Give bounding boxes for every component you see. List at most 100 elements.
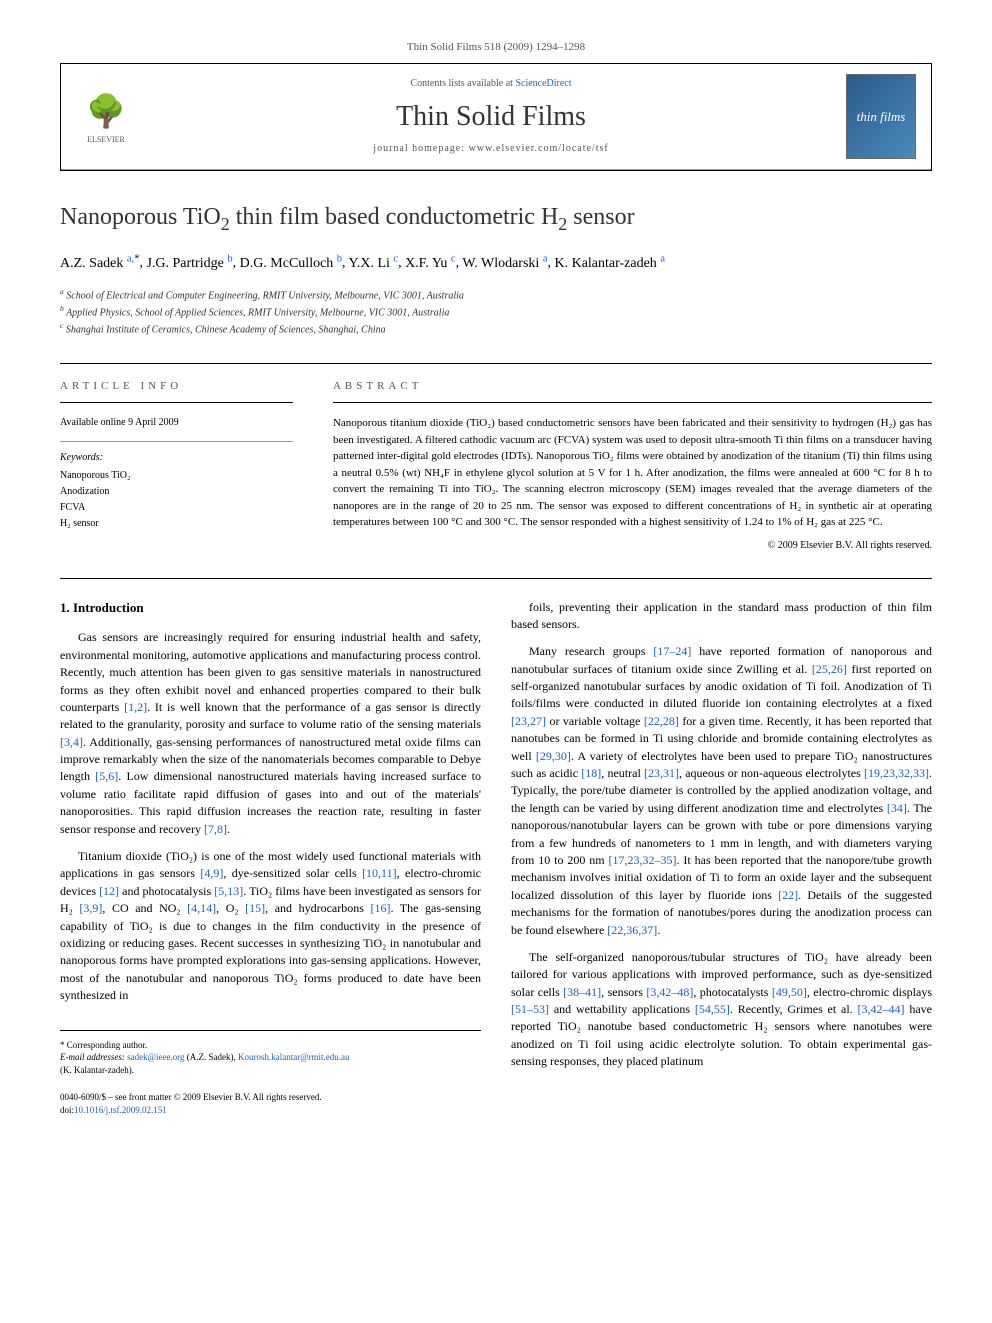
article-info-column: ARTICLE INFO Available online 9 April 20…: [60, 379, 293, 553]
keywords-label: Keywords:: [60, 441, 293, 466]
ref-link[interactable]: [17–24]: [653, 644, 691, 658]
contents-line: Contents lists available at ScienceDirec…: [136, 77, 846, 91]
affil-link[interactable]: b: [227, 253, 232, 264]
header-citation: Thin Solid Films 518 (2009) 1294–1298: [60, 40, 932, 55]
ref-link[interactable]: [23,27]: [511, 714, 546, 728]
title-seg-4: sensor: [567, 204, 634, 230]
tree-icon: 🌳: [86, 89, 126, 134]
ref-link[interactable]: [54,55]: [695, 1002, 730, 1016]
ref-link[interactable]: [22,28]: [644, 714, 679, 728]
email-tail: (K. Kalantar-zadeh).: [60, 1064, 481, 1077]
journal-cover-thumb: thin films: [846, 74, 916, 159]
author: X.F. Yu c: [405, 256, 456, 271]
ref-link[interactable]: [10,11]: [362, 866, 397, 880]
abstract-column: ABSTRACT Nanoporous titanium dioxide (Ti…: [333, 379, 932, 553]
body-paragraph: Titanium dioxide (TiO₂) is one of the mo…: [60, 848, 481, 1005]
issn-line: 0040-6090/$ – see front matter © 2009 El…: [60, 1091, 481, 1104]
email-link[interactable]: sadek@ieee.org: [127, 1052, 184, 1062]
affil-link[interactable]: c: [393, 253, 398, 264]
article-title: Nanoporous TiO2 thin film based conducto…: [60, 201, 932, 237]
ref-link[interactable]: [1,2]: [124, 700, 147, 714]
ref-link[interactable]: [49,50]: [772, 985, 807, 999]
email-link[interactable]: Kourosh.kalantar@rmit.edu.au: [238, 1052, 350, 1062]
ref-link[interactable]: [17,23,32–35]: [609, 853, 677, 867]
ref-link[interactable]: [19,23,32,33]: [864, 766, 929, 780]
abstract-text: Nanoporous titanium dioxide (TiO₂) based…: [333, 415, 932, 531]
ref-link[interactable]: [12]: [99, 884, 119, 898]
ref-link[interactable]: [15]: [245, 901, 265, 915]
author: J.G. Partridge b: [146, 256, 232, 271]
ref-link[interactable]: [18]: [581, 766, 601, 780]
ref-link[interactable]: [3,42–48]: [646, 985, 693, 999]
article-info-label: ARTICLE INFO: [60, 379, 293, 403]
author-list: A.Z. Sadek a,*, J.G. Partridge b, D.G. M…: [60, 252, 932, 273]
journal-title: Thin Solid Films: [136, 97, 846, 136]
affiliation-list: a School of Electrical and Computer Engi…: [60, 286, 932, 338]
email-label: E-mail addresses:: [60, 1052, 127, 1062]
author: A.Z. Sadek a,*: [60, 256, 139, 271]
affiliation: a School of Electrical and Computer Engi…: [60, 286, 932, 303]
affil-link[interactable]: a: [660, 253, 665, 264]
doi-label: doi:: [60, 1105, 74, 1115]
corr-author-label: * Corresponding author.: [60, 1039, 481, 1052]
body-paragraph: The self-organized nanoporous/tubular st…: [511, 949, 932, 1071]
ref-link[interactable]: [22]: [778, 888, 798, 902]
ref-link[interactable]: [3,9]: [79, 901, 102, 915]
ref-link[interactable]: [3,42–44]: [858, 1002, 905, 1016]
intro-heading: 1. Introduction: [60, 599, 481, 618]
affiliation: c Shanghai Institute of Ceramics, Chines…: [60, 320, 932, 337]
available-online: Available online 9 April 2009: [60, 415, 293, 431]
author: W. Wlodarski a: [462, 256, 547, 271]
body-left-column: 1. Introduction Gas sensors are increasi…: [60, 599, 481, 1118]
keyword: FCVA: [60, 500, 293, 516]
sciencedirect-link[interactable]: ScienceDirect: [515, 78, 571, 89]
contents-prefix: Contents lists available at: [410, 78, 515, 89]
body-paragraph: Gas sensors are increasingly required fo…: [60, 629, 481, 838]
keyword: Nanoporous TiO₂: [60, 468, 293, 484]
keyword: H₂ sensor: [60, 516, 293, 532]
email-line: E-mail addresses: sadek@ieee.org (A.Z. S…: [60, 1051, 481, 1064]
ref-link[interactable]: [23,31]: [644, 766, 679, 780]
doi-block: 0040-6090/$ – see front matter © 2009 El…: [60, 1091, 481, 1117]
affiliation: b Applied Physics, School of Applied Sci…: [60, 303, 932, 320]
abstract-copyright: © 2009 Elsevier B.V. All rights reserved…: [333, 539, 932, 553]
doi-link[interactable]: 10.1016/j.tsf.2009.02.151: [74, 1105, 167, 1115]
homepage-prefix: journal homepage:: [373, 143, 468, 154]
author: K. Kalantar-zadeh a: [554, 256, 665, 271]
homepage-url: www.elsevier.com/locate/tsf: [469, 143, 609, 154]
ref-link[interactable]: [29,30]: [536, 749, 571, 763]
ref-link[interactable]: [34]: [887, 801, 907, 815]
ref-link[interactable]: [22,36,37]: [607, 923, 657, 937]
ref-link[interactable]: [5,6]: [95, 769, 118, 783]
ref-link[interactable]: [4,14]: [187, 901, 216, 915]
corresponding-author-footer: * Corresponding author. E-mail addresses…: [60, 1030, 481, 1077]
author: Y.X. Li c: [349, 256, 399, 271]
ref-link[interactable]: [4,9]: [200, 866, 223, 880]
author: D.G. McCulloch b: [240, 256, 342, 271]
title-seg-2: thin film based conductometric H: [230, 204, 559, 230]
ref-link[interactable]: [38–41]: [563, 985, 601, 999]
abstract-label: ABSTRACT: [333, 379, 932, 403]
homepage-line: journal homepage: www.elsevier.com/locat…: [136, 142, 846, 156]
journal-header-box: 🌳 ELSEVIER Contents lists available at S…: [60, 63, 932, 171]
affil-link[interactable]: a: [543, 253, 548, 264]
ref-link[interactable]: [5,13]: [214, 884, 243, 898]
publisher-name: ELSEVIER: [87, 134, 125, 145]
affil-link[interactable]: a,: [127, 253, 134, 264]
affil-link[interactable]: c: [451, 253, 456, 264]
keyword: Anodization: [60, 484, 293, 500]
ref-link[interactable]: [51–53]: [511, 1002, 549, 1016]
body-paragraph: foils, preventing their application in t…: [511, 599, 932, 634]
ref-link[interactable]: [3,4]: [60, 735, 83, 749]
elsevier-logo: 🌳 ELSEVIER: [76, 82, 136, 152]
email-who-0: (A.Z. Sadek),: [187, 1052, 238, 1062]
ref-link[interactable]: [25,26]: [812, 662, 847, 676]
title-sub-3: 2: [558, 214, 567, 234]
ref-link[interactable]: [16]: [370, 901, 390, 915]
title-sub-1: 2: [221, 214, 230, 234]
body-right-column: foils, preventing their application in t…: [511, 599, 932, 1118]
affil-link[interactable]: b: [337, 253, 342, 264]
ref-link[interactable]: [7,8]: [204, 822, 227, 836]
title-seg-0: Nanoporous TiO: [60, 204, 221, 230]
body-paragraph: Many research groups [17–24] have report…: [511, 643, 932, 939]
